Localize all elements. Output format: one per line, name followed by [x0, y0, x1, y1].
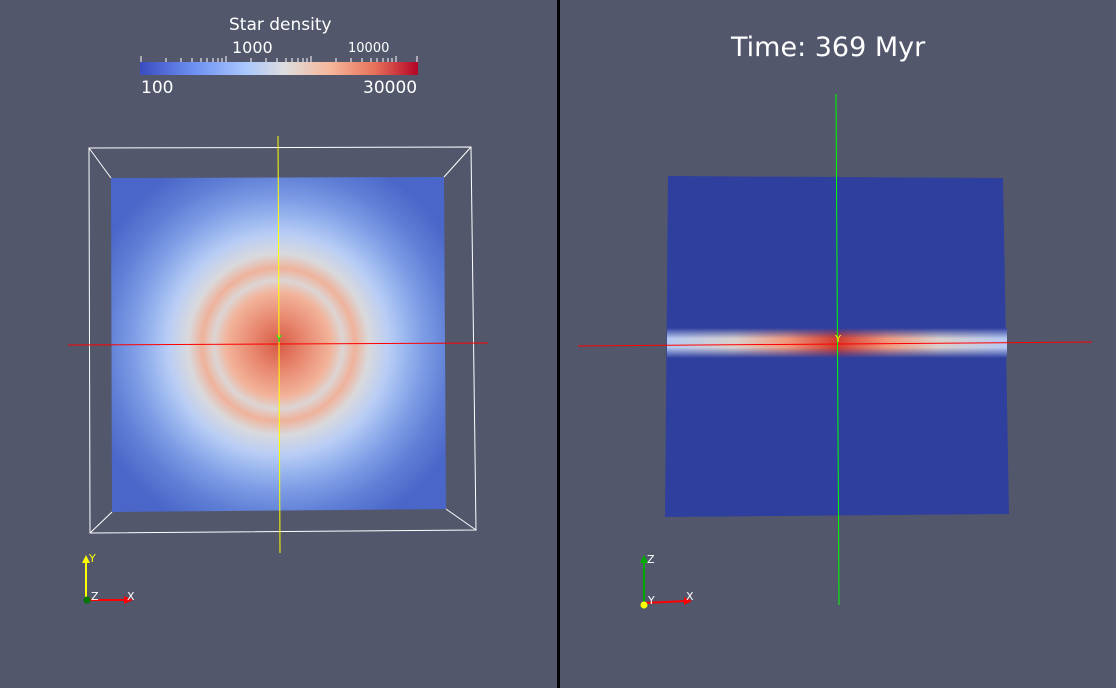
right-scene[interactable]: [560, 0, 1116, 688]
center-cursor-label: Y: [276, 334, 283, 345]
colorbar-max-label: 30000: [363, 78, 418, 98]
right-render-view[interactable]: Time: 369 Myr Z X Y Y: [560, 0, 1116, 688]
left-scene[interactable]: [0, 0, 557, 688]
bbox-edge-bl: [89, 511, 113, 534]
orientation-z-dot: [83, 596, 91, 604]
vertical-axis-line: [277, 135, 281, 554]
colorbar-tick-10000: 10000: [348, 41, 390, 56]
colorbar-gradient: [140, 62, 418, 75]
vertical-axis-line-right: [835, 93, 840, 606]
colorbar-min-label: 100: [141, 78, 174, 98]
horizontal-axis-line: [67, 342, 489, 346]
orientation-y-label: Y: [89, 552, 96, 565]
orientation-x-label: X: [127, 590, 135, 603]
orientation-y-dot: [640, 601, 648, 609]
colorbar-tick-1000: 1000: [232, 38, 273, 57]
bbox-edge-tr: [443, 146, 472, 178]
orientation-z-label: Z: [91, 590, 99, 603]
orientation-x-axis-right: [643, 600, 688, 604]
orientation-z-arrow: [640, 555, 648, 563]
center-cursor-label-right: Y: [835, 334, 842, 345]
bbox-edge-tl: [88, 147, 112, 179]
orientation-x-arrow: [124, 596, 133, 604]
bbox-edge-br: [445, 508, 477, 531]
colorbar-title: Star density: [229, 15, 332, 35]
orientation-z-label-right: Z: [647, 553, 655, 566]
time-label: Time: 369 Myr: [731, 32, 926, 63]
orientation-x-arrow-right: [684, 597, 692, 605]
orientation-x-label-right: X: [686, 590, 694, 603]
view-splitter[interactable]: [557, 0, 560, 688]
colorbar-ticks: [140, 56, 418, 62]
left-render-view[interactable]: Star density 1000 10000 100 30000 Y X Z …: [0, 0, 557, 688]
orientation-y-arrow: [82, 555, 90, 563]
orientation-y-label-right: Y: [648, 594, 655, 607]
horizontal-axis-line-right: [577, 341, 1093, 347]
